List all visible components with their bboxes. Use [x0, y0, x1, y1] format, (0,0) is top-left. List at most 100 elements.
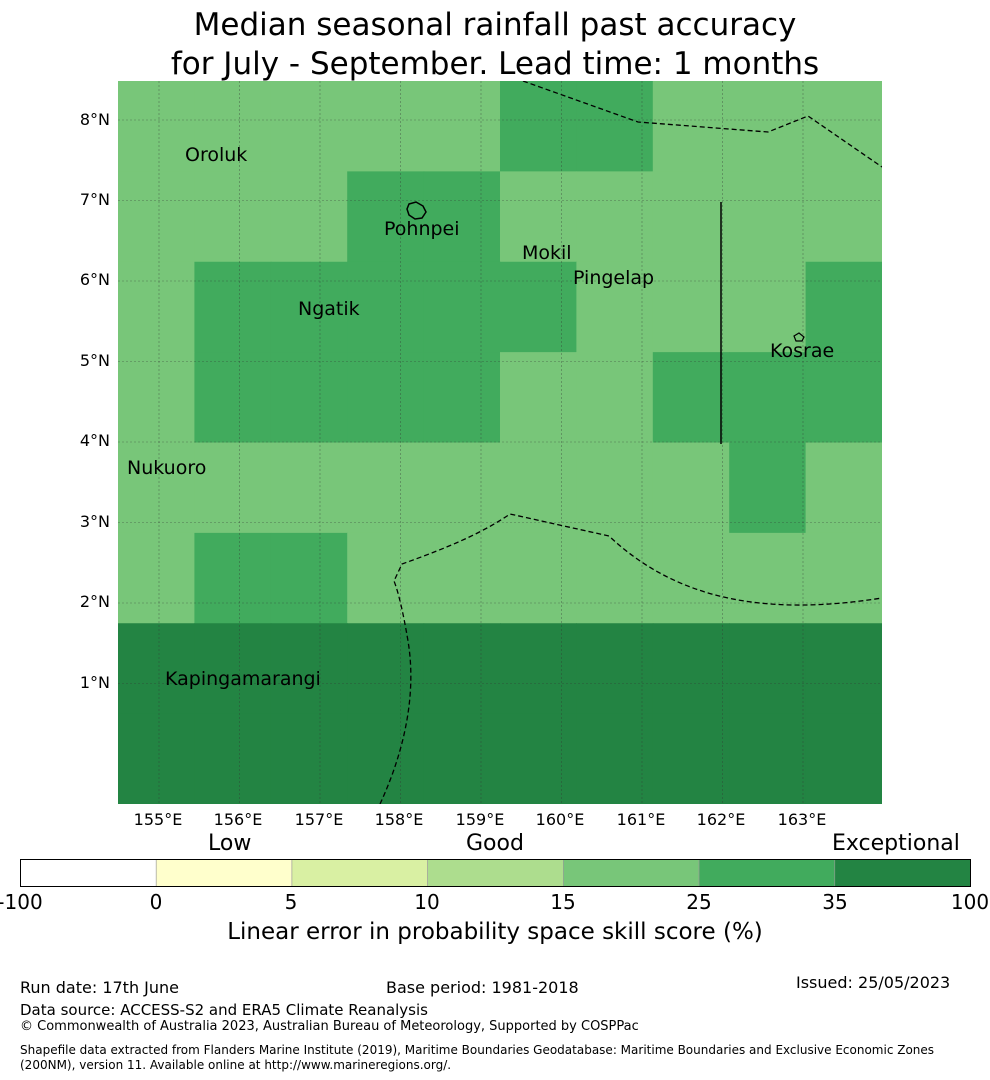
grid-cell: [347, 81, 425, 172]
grid-cell: [729, 442, 807, 534]
grid-cell: [118, 532, 195, 624]
grid-cell: [576, 532, 654, 624]
colorbar-segment: [698, 859, 836, 887]
grid-cell: [576, 352, 654, 444]
colorbar-segment: [155, 859, 293, 887]
grid-cell: [652, 532, 730, 624]
colorbar-segment: [20, 859, 157, 887]
grid-cell: [118, 261, 195, 353]
colorbar-tick: 35: [822, 890, 848, 914]
grid-cell: [576, 261, 654, 353]
grid-cell: [118, 713, 195, 804]
grid-cell: [729, 171, 807, 263]
grid-cell: [805, 352, 882, 444]
grid-cell: [729, 352, 807, 444]
run-date: Run date: 17th June: [20, 978, 180, 997]
grid-cell: [652, 352, 730, 444]
lat-label: 2°N: [79, 592, 110, 611]
grid-cell: [423, 623, 501, 715]
colorbar-tick: -100: [0, 890, 43, 914]
grid-cell: [118, 352, 195, 444]
graticule: [118, 81, 882, 804]
grid-cell: [194, 171, 272, 263]
map-title-line-2: for July - September. Lead time: 1 month…: [170, 46, 820, 82]
grid-cell: [500, 532, 577, 624]
colorbar-segment: [291, 859, 428, 887]
grid-cell: [270, 713, 348, 804]
lat-label: 8°N: [79, 110, 110, 129]
grid-cell: [270, 352, 348, 444]
grid-cell: [194, 623, 272, 715]
grid-cell: [500, 713, 577, 804]
grid-cell: [423, 352, 501, 444]
map-title-line-1: Median seasonal rainfall past accuracy: [193, 7, 797, 43]
place-label-pohnpei: Pohnpei: [384, 218, 460, 240]
data-source: Data source: ACCESS-S2 and ERA5 Climate …: [20, 1001, 428, 1019]
lat-label: 1°N: [79, 673, 110, 692]
lon-label: 155°E: [133, 810, 183, 829]
colorbar-segment: [563, 859, 700, 887]
grid-cell: [652, 171, 730, 263]
grid-cell: [805, 442, 882, 534]
colorbar-tick: 15: [550, 890, 576, 914]
grid-cell: [652, 261, 730, 353]
grid-cell: [347, 532, 425, 624]
lon-label: 156°E: [213, 810, 263, 829]
colorbar-title: Linear error in probability space skill …: [227, 919, 763, 945]
lon-label: 157°E: [294, 810, 344, 829]
grid-cell: [576, 713, 654, 804]
grid-cell: [423, 442, 501, 534]
place-label-pingelap: Pingelap: [573, 267, 654, 289]
grid-cell: [652, 713, 730, 804]
place-label-oroluk: Oroluk: [185, 144, 247, 166]
grid-cell: [347, 623, 425, 715]
eez-boundary-south: [379, 513, 882, 804]
eez-boundary-north: [522, 81, 882, 168]
colorbar-tick: 5: [284, 890, 298, 914]
lon-label: 159°E: [455, 810, 505, 829]
kosrae-island: [793, 332, 805, 342]
place-label-nukuoro: Nukuoro: [127, 457, 206, 479]
copyright: © Commonwealth of Australia 2023, Austra…: [20, 1019, 639, 1034]
grid-cell: [500, 261, 577, 353]
grid-cell: [500, 352, 577, 444]
grid-cell: [194, 532, 272, 624]
grid-cell: [576, 81, 654, 172]
place-label-kapingamarangi: Kapingamarangi: [165, 668, 321, 690]
grid-cell: [194, 352, 272, 444]
colorbar-segment: [834, 859, 971, 887]
lon-label: 163°E: [777, 810, 827, 829]
colorbar-tick: 10: [414, 890, 440, 914]
colorbar-outline: [20, 859, 971, 887]
lat-label: 7°N: [79, 190, 110, 209]
grid-cell: [118, 442, 195, 534]
grid-cell: [270, 81, 348, 172]
shapefile-credit-line-2: (200NM), version 11. Available online at…: [20, 1058, 452, 1072]
grid-cell: [347, 442, 425, 534]
pohnpei-island: [406, 201, 427, 220]
lat-label: 4°N: [79, 431, 110, 450]
grid-cell: [652, 81, 730, 172]
grid-cell: [118, 81, 195, 172]
grid-cell: [576, 442, 654, 534]
issued-date: Issued: 25/05/2023: [796, 973, 951, 992]
grid-cell: [500, 81, 577, 172]
grid-cell: [500, 623, 577, 715]
colorbar-tick: 100: [950, 890, 990, 914]
grid-cell: [576, 171, 654, 263]
grid-cell: [500, 442, 577, 534]
grid-cell: [347, 713, 425, 804]
place-label-mokil: Mokil: [522, 242, 572, 264]
grid-cell: [194, 442, 272, 534]
legend-category-good: Good: [466, 831, 524, 856]
grid-cell: [118, 623, 195, 715]
grid-cell: [729, 81, 807, 172]
grid-cell: [194, 81, 272, 172]
lat-label: 6°N: [79, 270, 110, 289]
colorbar-tick: 0: [149, 890, 163, 914]
grid-cell: [118, 171, 195, 263]
grid-cell: [805, 81, 882, 172]
place-label-kosrae: Kosrae: [770, 340, 834, 362]
grid-cell: [805, 532, 882, 624]
